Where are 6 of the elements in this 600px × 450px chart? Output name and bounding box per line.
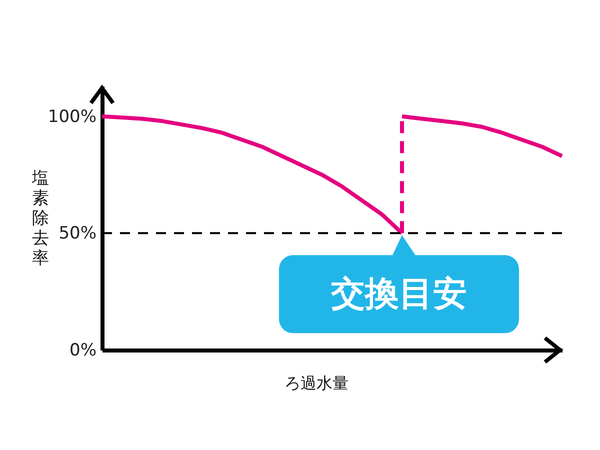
y-tick-label: 100% (48, 106, 96, 127)
x-axis-title: ろ過水量 (284, 374, 348, 392)
y-tick-label: 50% (58, 224, 96, 244)
y-tick-label: 0% (70, 340, 96, 360)
y-axis-title: 塩素除去率 (31, 168, 49, 268)
annotation: 交換目安 (330, 274, 467, 314)
